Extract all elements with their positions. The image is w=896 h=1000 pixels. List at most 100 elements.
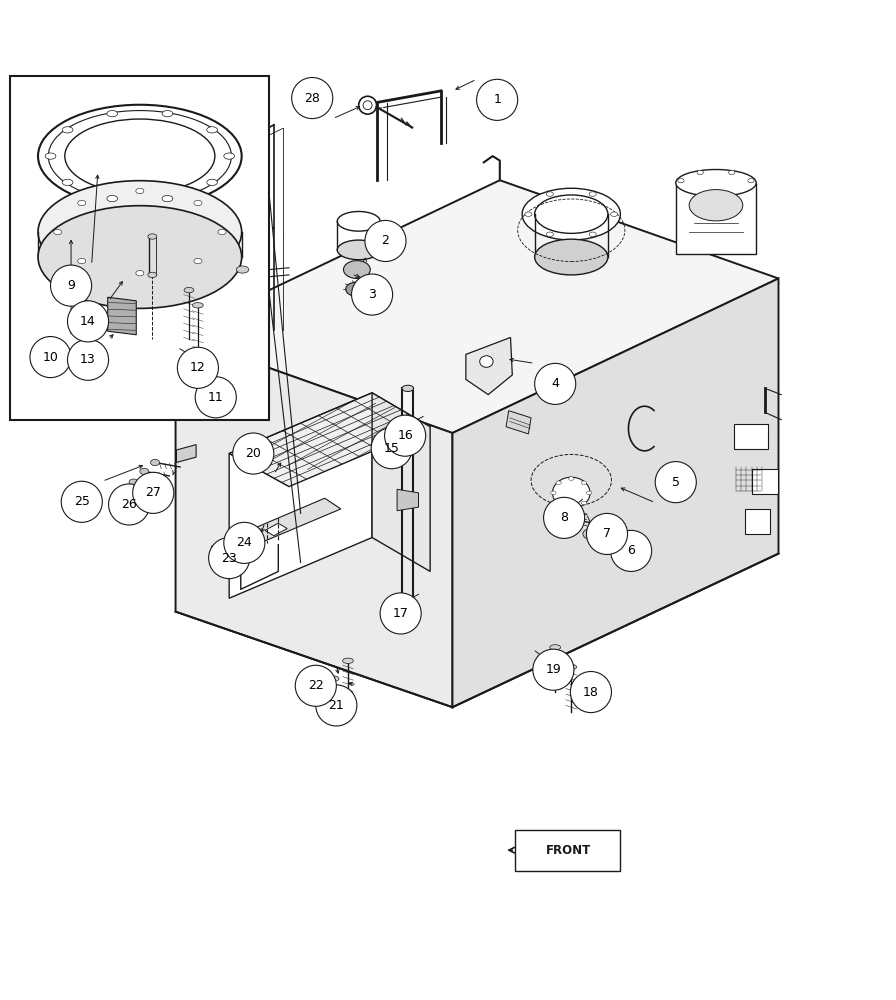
Circle shape	[50, 265, 91, 306]
Text: 20: 20	[246, 447, 262, 460]
Circle shape	[544, 497, 585, 538]
Circle shape	[209, 538, 250, 579]
Ellipse shape	[184, 287, 194, 293]
Polygon shape	[108, 297, 136, 335]
Text: 8: 8	[560, 511, 568, 524]
Circle shape	[61, 481, 102, 522]
Ellipse shape	[535, 195, 607, 233]
Ellipse shape	[224, 153, 235, 159]
Circle shape	[224, 522, 265, 563]
Text: 5: 5	[672, 476, 680, 489]
Text: 11: 11	[208, 391, 224, 404]
Ellipse shape	[78, 258, 86, 264]
Ellipse shape	[590, 232, 596, 237]
Ellipse shape	[162, 111, 173, 117]
Ellipse shape	[148, 272, 157, 278]
Ellipse shape	[136, 270, 144, 276]
Text: 10: 10	[43, 351, 58, 364]
Polygon shape	[372, 393, 430, 571]
Text: 25: 25	[73, 495, 90, 508]
Circle shape	[108, 484, 150, 525]
Polygon shape	[211, 498, 340, 557]
Polygon shape	[752, 469, 779, 494]
Circle shape	[610, 530, 651, 571]
Text: 19: 19	[546, 663, 561, 676]
Polygon shape	[676, 183, 756, 254]
Circle shape	[233, 433, 274, 474]
Polygon shape	[452, 278, 779, 707]
Circle shape	[571, 671, 611, 713]
Ellipse shape	[522, 188, 620, 240]
Ellipse shape	[728, 170, 735, 175]
Polygon shape	[466, 337, 513, 395]
Polygon shape	[229, 393, 430, 487]
Circle shape	[315, 685, 357, 726]
Polygon shape	[177, 445, 196, 462]
Ellipse shape	[207, 127, 218, 133]
Ellipse shape	[337, 240, 380, 260]
Ellipse shape	[343, 261, 370, 278]
Polygon shape	[265, 523, 288, 536]
Ellipse shape	[65, 119, 215, 193]
Text: FRONT: FRONT	[546, 844, 591, 857]
Text: 1: 1	[493, 93, 501, 106]
Text: 13: 13	[80, 353, 96, 366]
Text: 21: 21	[329, 699, 344, 712]
Circle shape	[67, 339, 108, 380]
Circle shape	[365, 220, 406, 262]
Ellipse shape	[677, 178, 684, 183]
Text: 15: 15	[383, 442, 400, 455]
Ellipse shape	[676, 170, 756, 196]
Ellipse shape	[363, 101, 372, 110]
Circle shape	[587, 513, 627, 554]
Ellipse shape	[140, 468, 149, 475]
Text: 16: 16	[397, 429, 413, 442]
Ellipse shape	[689, 190, 743, 221]
Text: 27: 27	[145, 486, 161, 499]
Ellipse shape	[547, 232, 554, 237]
Ellipse shape	[342, 658, 353, 663]
Circle shape	[292, 78, 332, 119]
Polygon shape	[506, 411, 531, 434]
Ellipse shape	[697, 170, 703, 175]
Ellipse shape	[38, 105, 242, 207]
Ellipse shape	[193, 303, 203, 308]
Text: 18: 18	[583, 686, 599, 699]
Ellipse shape	[62, 179, 73, 185]
Ellipse shape	[129, 479, 138, 485]
Circle shape	[30, 337, 71, 378]
Ellipse shape	[550, 645, 561, 650]
Circle shape	[195, 377, 237, 418]
Circle shape	[177, 347, 219, 388]
Ellipse shape	[107, 195, 117, 202]
Text: 14: 14	[80, 315, 96, 328]
Text: 22: 22	[308, 679, 323, 692]
Ellipse shape	[568, 516, 584, 527]
Circle shape	[371, 428, 412, 469]
Text: 3: 3	[368, 288, 376, 301]
Ellipse shape	[54, 229, 62, 235]
Text: 12: 12	[190, 361, 206, 374]
Ellipse shape	[237, 266, 249, 273]
Circle shape	[296, 665, 336, 706]
Ellipse shape	[402, 385, 414, 391]
Ellipse shape	[402, 617, 414, 624]
Ellipse shape	[358, 96, 376, 114]
Ellipse shape	[194, 200, 202, 206]
Ellipse shape	[45, 153, 56, 159]
Ellipse shape	[207, 179, 218, 185]
Ellipse shape	[48, 111, 231, 202]
Ellipse shape	[148, 234, 157, 239]
Ellipse shape	[551, 491, 556, 495]
Text: 6: 6	[627, 544, 635, 557]
Polygon shape	[229, 393, 372, 598]
Ellipse shape	[328, 676, 339, 681]
Ellipse shape	[556, 501, 561, 505]
Ellipse shape	[346, 282, 368, 296]
Circle shape	[67, 301, 108, 342]
Ellipse shape	[38, 206, 242, 308]
Polygon shape	[745, 509, 770, 534]
Ellipse shape	[590, 192, 596, 196]
Ellipse shape	[151, 459, 159, 466]
Ellipse shape	[218, 229, 226, 235]
